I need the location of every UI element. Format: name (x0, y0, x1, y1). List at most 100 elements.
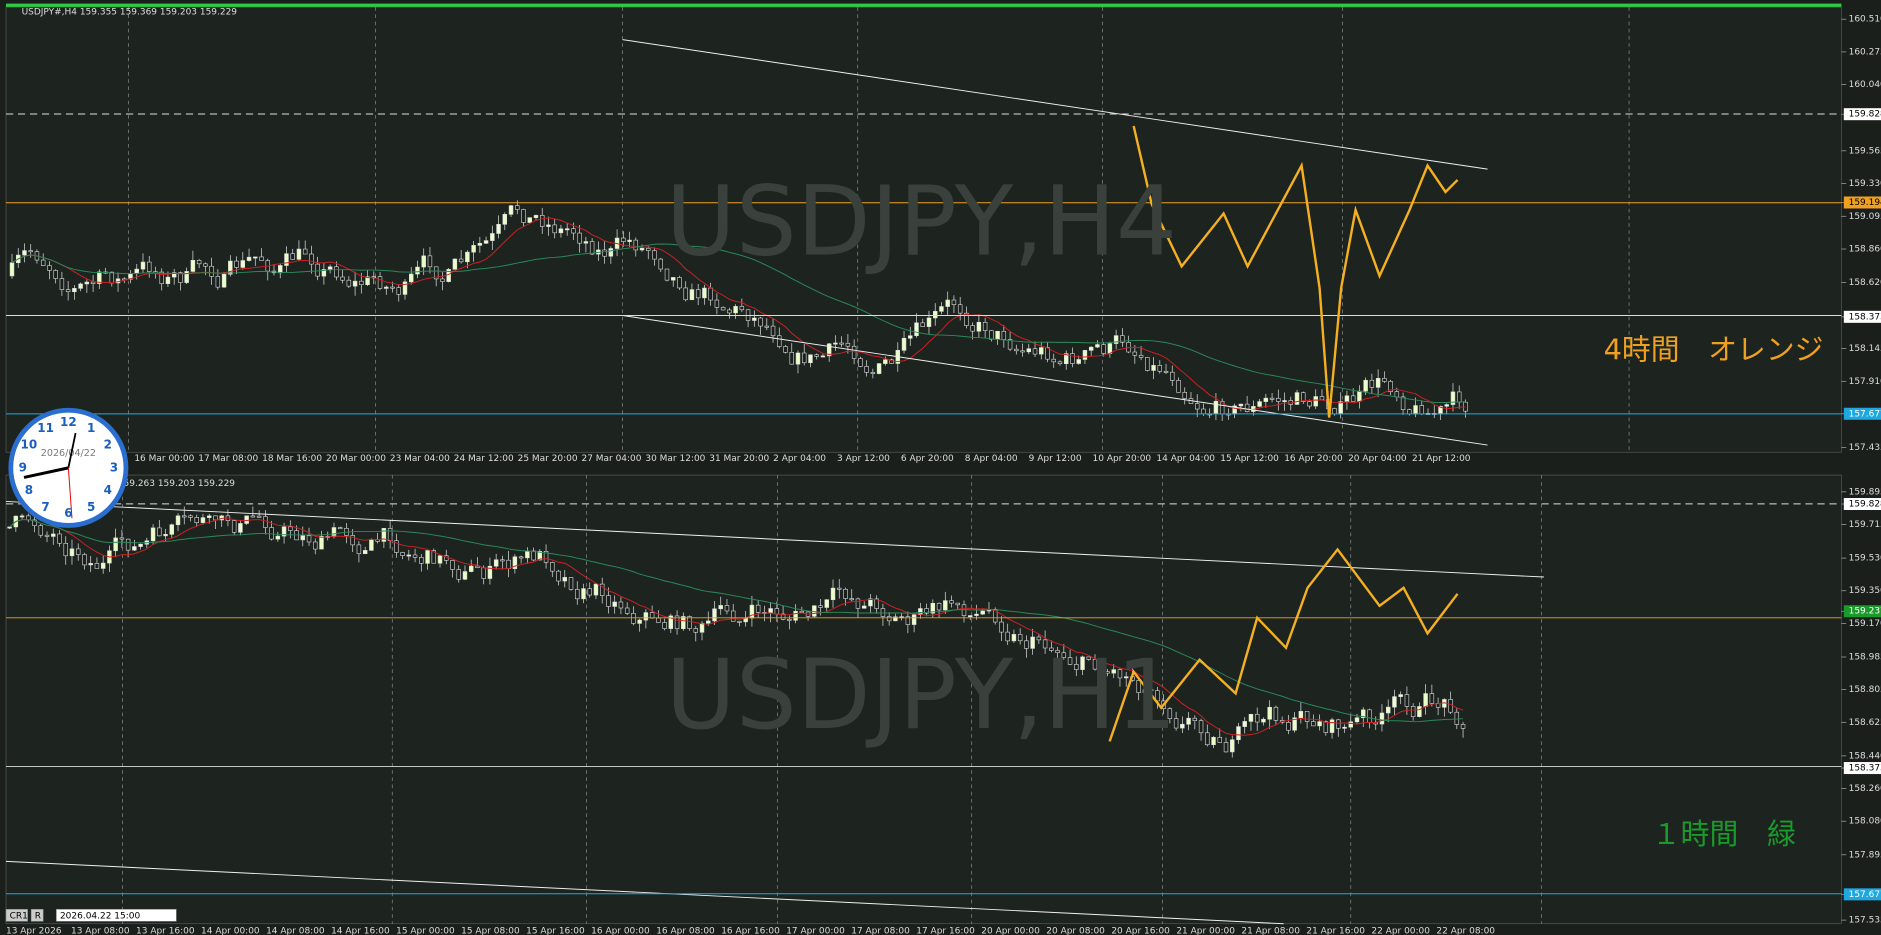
candle (1080, 656, 1085, 670)
candle (1192, 717, 1198, 721)
candle (1198, 720, 1204, 734)
candle (683, 287, 688, 301)
candle (674, 615, 680, 630)
time-label: 17 Apr 00:00 (786, 926, 845, 935)
candle (1307, 401, 1312, 407)
price-label: 159.194 (1849, 198, 1881, 208)
candle (1382, 378, 1387, 382)
candle (737, 620, 742, 623)
time-label: 16 Apr 00:00 (591, 926, 650, 935)
moving-average (11, 217, 1466, 411)
clock-numeral: 3 (110, 460, 118, 474)
candle (706, 620, 711, 624)
candle (936, 602, 942, 611)
candle (515, 205, 520, 210)
candle (593, 583, 599, 596)
candle (125, 538, 131, 551)
price-label: 158.860 (1849, 245, 1881, 255)
candle (662, 622, 667, 629)
price-label: 157.677 (1849, 890, 1881, 900)
status-text: 2026.04.22 15:00 (60, 911, 140, 921)
candle (552, 224, 557, 234)
candle (793, 610, 798, 621)
candle (433, 266, 439, 280)
candle (53, 270, 58, 279)
candle (664, 268, 670, 281)
candle (221, 273, 227, 288)
candle (518, 556, 524, 559)
candle (59, 278, 65, 290)
clock-numeral: 10 (21, 438, 38, 452)
candle (1342, 726, 1347, 729)
candle (1336, 719, 1341, 729)
candle (512, 556, 518, 569)
candle (689, 289, 695, 301)
candle (1413, 405, 1418, 415)
candle (802, 352, 807, 364)
candle (943, 600, 948, 611)
time-label: 15 Apr 12:00 (1220, 454, 1279, 464)
candle (525, 550, 530, 559)
candle (1398, 694, 1403, 697)
candle (1201, 408, 1206, 415)
candle (425, 550, 430, 564)
time-label: 6 Apr 20:00 (901, 454, 954, 464)
status-box (5, 909, 28, 922)
candle (69, 548, 75, 557)
candle (406, 554, 412, 557)
candle (1248, 713, 1254, 722)
price-box (1843, 108, 1881, 121)
candle (190, 260, 196, 272)
candle (165, 276, 171, 284)
candle (487, 565, 493, 579)
candle (440, 278, 445, 282)
clock: 2026/04/22 12 12 3 45 6 78 9 10 11 (8, 407, 129, 528)
candle (1111, 669, 1116, 674)
candle (924, 608, 929, 614)
candle (1030, 636, 1035, 649)
candle (1205, 732, 1210, 746)
time-label: 20 Apr 00:00 (981, 926, 1040, 935)
candle (1061, 652, 1067, 658)
candle (465, 251, 470, 263)
candle (319, 535, 324, 550)
time-label: 20 Apr 08:00 (1046, 926, 1105, 935)
candle (40, 259, 46, 266)
candle (365, 276, 370, 285)
candle (883, 359, 888, 364)
price-label: 158.373 (1849, 764, 1881, 774)
price-box (1843, 605, 1881, 618)
candle (250, 515, 256, 518)
candle (982, 321, 988, 331)
candle (1292, 717, 1297, 731)
price-label: 158.805 (1849, 685, 1881, 695)
candle (918, 608, 923, 616)
time-label: 21 Apr 00:00 (1176, 926, 1235, 935)
status-box (30, 909, 44, 922)
candle (159, 271, 164, 284)
candle (901, 337, 907, 351)
price-label: 157.677 (1849, 409, 1881, 419)
candle (362, 550, 368, 555)
candle (989, 330, 994, 340)
candle (1267, 706, 1272, 720)
candle (32, 519, 37, 526)
candle (780, 613, 786, 620)
candle (47, 265, 52, 271)
candle (851, 345, 857, 359)
moving-average (9, 517, 1464, 736)
candle (38, 525, 44, 536)
candle (1086, 656, 1091, 660)
candle (1410, 706, 1416, 717)
candle (618, 601, 624, 609)
candle (296, 248, 302, 260)
candle (171, 272, 177, 278)
candle (1236, 726, 1241, 741)
candle (652, 250, 657, 260)
candle (88, 563, 93, 566)
time-label: 2 Apr 04:00 (773, 454, 826, 464)
time-label: 14 Apr 04:00 (1156, 454, 1215, 464)
candle (9, 262, 15, 277)
price-box (1843, 407, 1881, 420)
candle (671, 277, 676, 281)
